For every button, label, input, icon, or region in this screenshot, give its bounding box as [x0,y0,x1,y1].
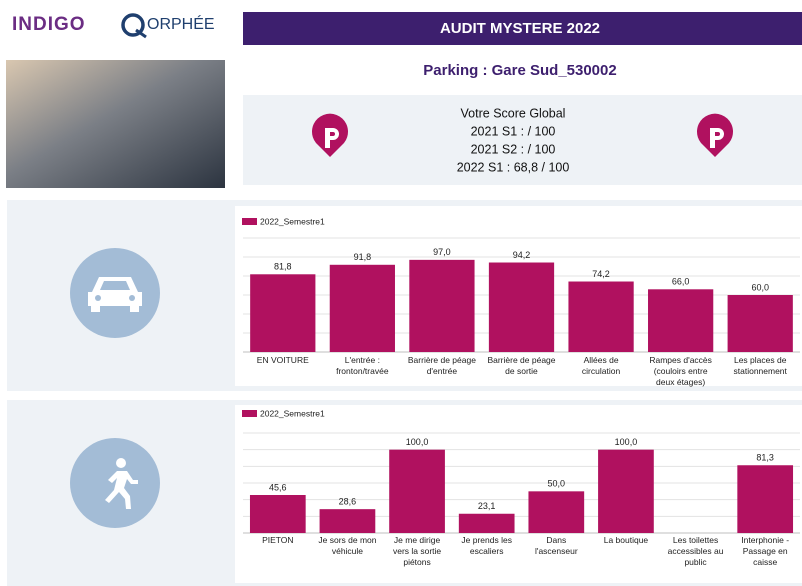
score-line: 2021 S2 : / 100 [471,142,556,156]
score-heading: Votre Score Global [461,106,566,120]
x-tick-label: EN VOITURE [246,355,320,366]
x-tick-label: Interphonie - Passage en caisse [733,535,797,568]
bar [568,282,633,352]
x-tick-label: L'entrée : fronton/travée [326,355,400,377]
pedestrian-icon [70,438,160,528]
bar [737,465,793,533]
dashboard: INDIGO ORPHÉE AUDIT MYSTERE 2022 Parking… [0,0,802,586]
value-label: 97,0 [433,247,451,257]
legend-swatch [242,218,257,225]
score-line: 2022 S1 : 68,8 / 100 [457,160,570,174]
bar [250,495,306,533]
x-tick-label: Je prends les escaliers [455,535,519,557]
value-label: 91,8 [354,252,372,262]
x-tick-label: Barrière de péage de sortie [485,355,559,377]
value-label: 81,8 [274,262,292,272]
value-label: 100,0 [615,437,638,447]
legend-label: 2022_Semestre1 [260,216,325,226]
x-tick-label: Rampes d'accès (couloirs entre deux étag… [644,355,718,388]
bar [598,450,654,533]
parking-photo [6,60,225,188]
bar [330,265,395,352]
bar [409,260,474,352]
bar [320,509,376,533]
x-tick-label: Je me dirige vers la sortie piétons [385,535,449,568]
x-tick-label: Barrière de péage d'entrée [405,355,479,377]
legend-label: 2022_Semestre1 [260,408,325,418]
bar [250,274,315,352]
value-label: 45,6 [269,482,287,492]
bar [489,263,554,352]
x-tick-label: Les toilettes accessibles au public [664,535,728,568]
value-label: 81,3 [756,453,774,463]
value-label: 50,0 [548,479,566,489]
x-tick-label: La boutique [594,535,658,546]
x-tick-label: PIETON [246,535,310,546]
brand-logo: INDIGO [12,14,86,35]
bar [728,295,793,352]
value-label: 60,0 [751,282,769,292]
bar [648,289,713,352]
value-label: 74,2 [592,269,610,279]
page: INDIGO ORPHÉE AUDIT MYSTERE 2022 Parking… [0,0,802,586]
value-label: 28,6 [339,497,357,507]
page-title: AUDIT MYSTERE 2022 [440,20,600,37]
bar [459,514,515,533]
score-line: 2021 S1 : / 100 [471,124,556,138]
legend-swatch [242,410,257,417]
value-label: 94,2 [513,250,531,260]
x-tick-label: Je sors de mon véhicule [316,535,380,557]
x-tick-label: Les places de stationnement [723,355,797,377]
bar [389,450,445,533]
value-label: 66,0 [672,277,690,287]
partner-logo: ORPHÉE [147,14,215,33]
x-tick-label: Allées de circulation [564,355,638,377]
value-label: 23,1 [478,501,496,511]
parking-name: Parking : Gare Sud_530002 [423,62,616,79]
bar [528,491,584,533]
car-icon [70,248,160,338]
x-tick-label: Dans l'ascenseur [525,535,589,557]
value-label: 100,0 [406,437,429,447]
